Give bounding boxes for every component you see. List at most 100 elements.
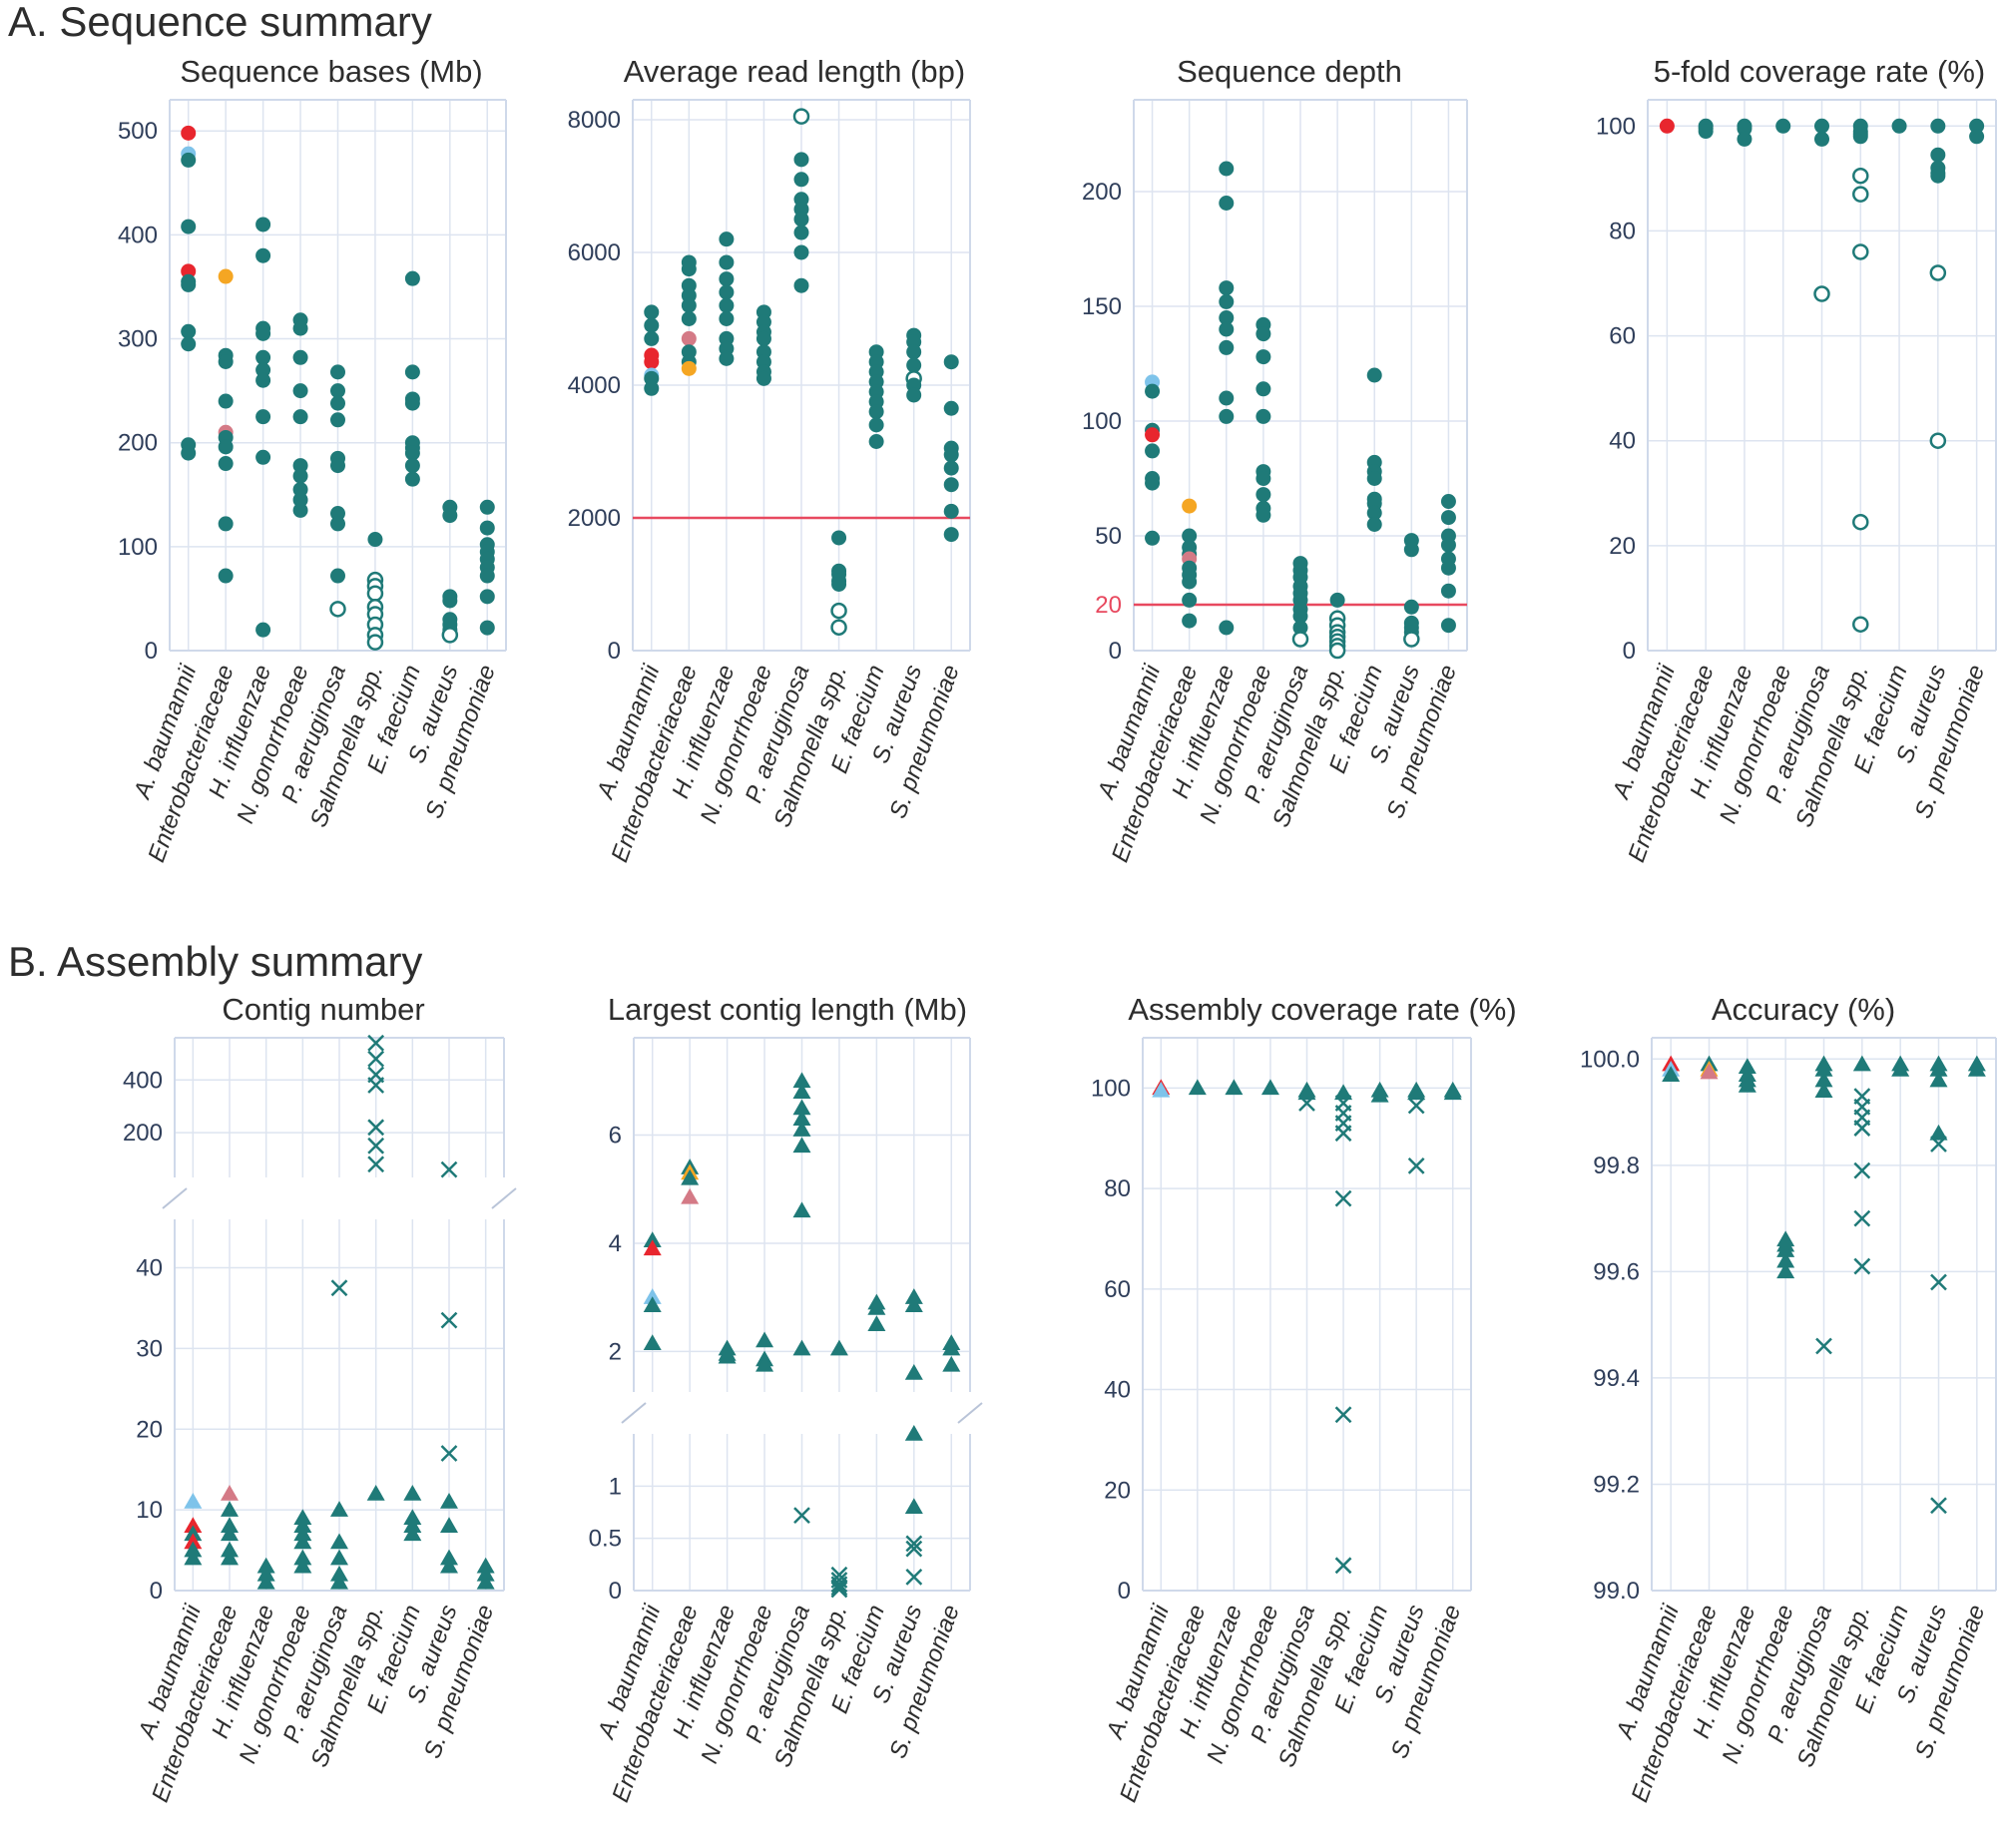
data-point	[1814, 1060, 1833, 1077]
panel-title-accuracy: Accuracy (%)	[1712, 992, 1895, 1027]
y-tick-label: 100	[1596, 113, 1636, 140]
data-point	[942, 1339, 961, 1356]
data-point	[1182, 498, 1198, 514]
data-point	[1182, 574, 1198, 590]
data-point	[404, 270, 420, 286]
y-tick-label: 30	[136, 1335, 163, 1362]
data-point	[643, 1334, 662, 1350]
data-point	[943, 354, 959, 370]
data-point	[476, 1573, 495, 1590]
data-point	[1219, 339, 1235, 355]
data-point	[330, 1501, 348, 1517]
data-point	[904, 1498, 923, 1515]
y-tick-label: 20	[136, 1416, 163, 1443]
data-point	[403, 1509, 422, 1525]
data-point	[831, 576, 847, 592]
y-tick-label: 0	[609, 1578, 622, 1605]
data-point	[943, 447, 959, 463]
data-point	[755, 370, 771, 386]
data-point	[904, 1288, 923, 1304]
data-point	[1403, 599, 1419, 615]
data-point	[1145, 475, 1161, 491]
data-point	[1334, 1189, 1352, 1207]
data-point	[643, 1231, 662, 1247]
data-point	[644, 317, 660, 333]
data-point	[1219, 196, 1235, 211]
data-point	[868, 404, 884, 420]
data-point	[793, 225, 809, 240]
data-point	[868, 434, 884, 450]
data-point	[292, 349, 308, 365]
data-point	[1182, 528, 1198, 544]
data-point	[184, 1493, 203, 1509]
data-point	[681, 1187, 700, 1204]
data-point	[681, 1168, 700, 1185]
axis-break-mark	[491, 1187, 517, 1209]
data-point	[292, 320, 308, 336]
data-point	[681, 330, 697, 346]
data-point	[440, 1493, 458, 1509]
y-tick-label: 99.0	[1593, 1578, 1640, 1605]
data-point	[1814, 131, 1829, 147]
data-point	[1219, 280, 1235, 296]
data-point	[1814, 1082, 1833, 1099]
data-point	[330, 1573, 348, 1590]
y-tick-label: 100.0	[1580, 1046, 1640, 1073]
data-point	[1930, 118, 1946, 134]
data-point	[292, 409, 308, 425]
data-point	[1776, 1251, 1795, 1268]
data-point	[681, 310, 697, 326]
data-point	[830, 1581, 848, 1599]
data-point	[1969, 118, 1985, 134]
panel-title-average-read-length: Average read length (bp)	[624, 54, 965, 89]
data-point	[329, 601, 346, 618]
data-point	[218, 516, 234, 532]
y-tick-label: 4000	[568, 372, 621, 399]
data-point	[1255, 408, 1271, 424]
data-point	[904, 1425, 923, 1441]
panel-title-sequence-bases: Sequence bases (Mb)	[180, 54, 482, 89]
data-point	[218, 268, 234, 284]
data-point	[330, 1533, 348, 1550]
data-point	[1297, 1084, 1316, 1101]
data-point	[719, 231, 735, 247]
data-point	[181, 125, 197, 141]
data-point	[1366, 517, 1382, 532]
data-point	[867, 1315, 886, 1332]
data-point	[943, 503, 959, 519]
data-point	[255, 247, 271, 263]
data-point	[181, 152, 197, 168]
y-tick-label: 99.2	[1593, 1471, 1640, 1498]
data-point	[292, 502, 308, 518]
data-point	[1292, 609, 1308, 624]
data-point	[1298, 1095, 1315, 1112]
data-point	[943, 400, 959, 416]
data-point	[1737, 121, 1753, 137]
y-tick-label: 40	[136, 1255, 163, 1282]
data-point	[330, 1279, 348, 1297]
data-point	[293, 1557, 312, 1574]
data-point	[905, 1535, 923, 1553]
y-tick-label: 300	[118, 326, 158, 353]
data-point	[367, 1119, 385, 1137]
data-point	[221, 1549, 239, 1566]
data-point	[184, 1549, 203, 1566]
data-point	[1260, 1079, 1279, 1096]
y-tick-label: 0	[1109, 638, 1122, 665]
y-tick-label: 100	[118, 534, 158, 561]
data-point	[330, 383, 345, 399]
data-point	[367, 1155, 385, 1173]
data-point	[1815, 1337, 1832, 1355]
data-point	[1291, 631, 1309, 648]
axis-break-mark	[957, 1402, 983, 1424]
data-point	[1929, 264, 1947, 281]
data-point	[1852, 186, 1869, 203]
data-point	[218, 439, 234, 455]
data-point	[442, 508, 458, 524]
data-point	[293, 1525, 312, 1542]
data-point	[293, 1509, 312, 1525]
data-point	[1255, 471, 1271, 486]
